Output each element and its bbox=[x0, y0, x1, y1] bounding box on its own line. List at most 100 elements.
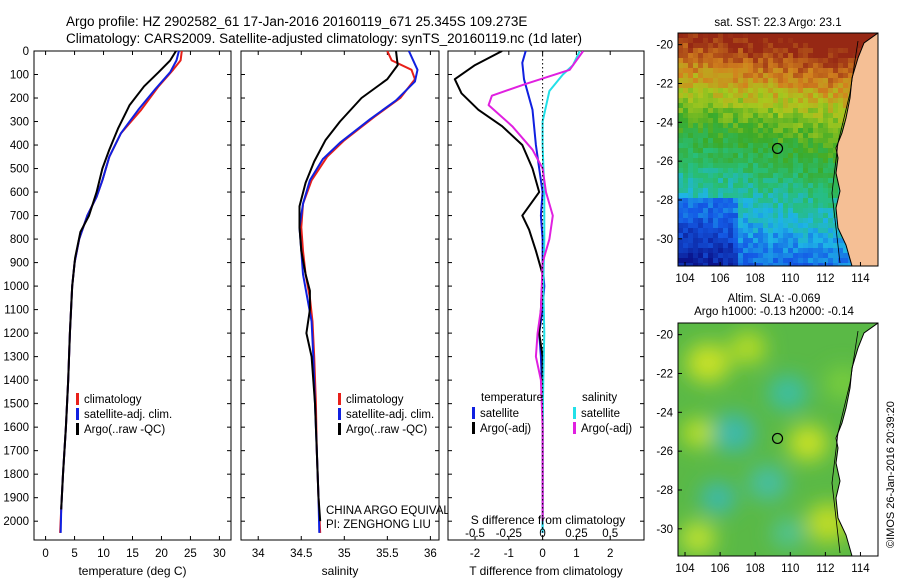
temperature-frame bbox=[33, 50, 232, 541]
map-x-tick-label: 112 bbox=[816, 563, 834, 575]
map-x-tick-label: 108 bbox=[746, 563, 765, 575]
legend-label: satellite-adj. clim. bbox=[346, 409, 434, 421]
s-tick-label: -0.25 bbox=[496, 528, 522, 540]
argo-position-marker bbox=[771, 142, 784, 155]
legend-label: climatology bbox=[346, 394, 404, 406]
map-x-tick-label: 114 bbox=[851, 563, 870, 575]
x-tick-label: 30 bbox=[213, 548, 226, 560]
map-x-tick-label: 106 bbox=[711, 273, 730, 285]
land bbox=[836, 33, 878, 266]
legend-label: Argo(-adj) bbox=[480, 423, 531, 435]
header-line-1: Argo profile: HZ 2902582_61 17-Jan-2016 … bbox=[66, 14, 527, 29]
map-y-tick-label: -24 bbox=[656, 407, 673, 419]
legend-label: satellite bbox=[480, 408, 519, 420]
sst-map-title: sat. SST: 22.3 Argo: 23.1 bbox=[714, 17, 841, 29]
y-tick-label: 200 bbox=[10, 93, 29, 105]
map-x-tick-label: 112 bbox=[816, 273, 834, 285]
y-tick-label: 1000 bbox=[3, 281, 29, 293]
y-tick-label: 400 bbox=[10, 140, 29, 152]
legend-swatch bbox=[472, 407, 475, 419]
isobath bbox=[831, 330, 859, 554]
land bbox=[836, 323, 878, 556]
s-tick-label: 0.5 bbox=[602, 528, 618, 540]
y-tick-label: 100 bbox=[10, 70, 29, 82]
y-tick-label: 1700 bbox=[3, 446, 29, 458]
map-y-tick-label: -30 bbox=[656, 234, 673, 246]
coastline bbox=[835, 323, 878, 556]
legend-swatch bbox=[76, 408, 79, 420]
x-tick-label: 35 bbox=[338, 548, 351, 560]
legend-label: satellite bbox=[581, 408, 620, 420]
salinity-frame bbox=[240, 50, 440, 541]
map-y-tick-label: -24 bbox=[656, 117, 673, 129]
x-tick-label: 10 bbox=[97, 548, 110, 560]
isobath bbox=[831, 40, 859, 264]
y-tick-label: 1200 bbox=[3, 328, 29, 340]
x-tick-label: 2 bbox=[607, 548, 613, 560]
x-tick-label: 25 bbox=[184, 548, 197, 560]
annotation-line-1: CHINA ARGO EQUIVALENT bbox=[326, 505, 473, 517]
s-tick-label: 0 bbox=[539, 528, 545, 540]
legend-label: satellite-adj. clim. bbox=[84, 409, 172, 421]
difference-xlabel: T difference from climatology bbox=[469, 564, 623, 578]
salinity-xlabel: salinity bbox=[322, 564, 359, 578]
x-tick-label: -1 bbox=[504, 548, 514, 560]
temperature-panel: 0100200300400500600700800900100011001200… bbox=[3, 46, 232, 578]
x-tick-label: 5 bbox=[71, 548, 77, 560]
map-y-tick-label: -26 bbox=[656, 446, 673, 458]
x-tick-label: 36 bbox=[424, 548, 437, 560]
map-x-tick-label: 106 bbox=[711, 563, 730, 575]
map-y-tick-label: -22 bbox=[656, 78, 673, 90]
y-tick-label: 2000 bbox=[3, 516, 29, 528]
sla-map bbox=[678, 323, 878, 556]
series-line-argo-raw-qc- bbox=[298, 51, 399, 522]
y-tick-label: 600 bbox=[10, 187, 29, 199]
y-tick-label: 1800 bbox=[3, 469, 29, 481]
s-tick-label: -0.5 bbox=[465, 528, 485, 540]
map-frame bbox=[677, 322, 879, 557]
sst-map bbox=[678, 33, 878, 266]
map-x-tick-label: 104 bbox=[675, 563, 695, 575]
series-line-s-argo-adj- bbox=[487, 51, 585, 522]
x-tick-label: 0 bbox=[42, 548, 48, 560]
x-tick-label: 34.5 bbox=[290, 548, 312, 560]
map-x-tick-label: 108 bbox=[746, 273, 765, 285]
series-line-argo-raw-qc- bbox=[60, 51, 177, 510]
map-x-tick-label: 104 bbox=[675, 273, 695, 285]
map-frame bbox=[677, 32, 879, 267]
y-tick-label: 1500 bbox=[3, 399, 29, 411]
legend-label: Argo(..raw -QC) bbox=[346, 424, 427, 436]
y-tick-label: 1900 bbox=[3, 493, 29, 505]
y-tick-label: 500 bbox=[10, 164, 29, 176]
difference-panel: -2 -1 0 1 2 T difference from climatology -0.5… bbox=[447, 50, 645, 578]
map-x-tick-label: 110 bbox=[781, 273, 799, 285]
legend-label: Argo(..raw -QC) bbox=[84, 424, 165, 436]
temperature-xlabel: temperature (deg C) bbox=[78, 564, 186, 578]
map-axes: 104 106 108 110 112 114 -20 -22 -24 -26 -28 -30 104 1… bbox=[656, 32, 879, 575]
annotation-line-2: PI: ZENGHONG LIU bbox=[326, 519, 431, 531]
y-tick-label: 300 bbox=[10, 117, 29, 129]
map-y-tick-label: -22 bbox=[656, 368, 673, 380]
legend-swatch bbox=[573, 407, 576, 419]
x-tick-label: 20 bbox=[155, 548, 168, 560]
x-tick-label: 15 bbox=[126, 548, 139, 560]
s-diff-label: S difference from climatology bbox=[471, 513, 626, 527]
map-y-tick-label: -26 bbox=[656, 156, 673, 168]
map-y-tick-label: -20 bbox=[656, 330, 673, 342]
difference-frame bbox=[447, 50, 645, 541]
legend-label: Argo(-adj) bbox=[581, 423, 632, 435]
sla-map-title-2: Argo h1000: -0.13 h2000: -0.14 bbox=[694, 306, 854, 318]
y-tick-label: 900 bbox=[10, 258, 29, 270]
map-y-tick-label: -28 bbox=[656, 485, 673, 497]
x-tick-label: 34 bbox=[252, 548, 265, 560]
sla-map-title-1: Altim. SLA: -0.069 bbox=[728, 293, 821, 305]
x-tick-label: 0 bbox=[539, 548, 545, 560]
argo-position-marker bbox=[771, 432, 784, 445]
x-tick-label: 35.5 bbox=[376, 548, 398, 560]
x-tick-label: 1 bbox=[573, 548, 579, 560]
y-tick-label: 1100 bbox=[4, 305, 29, 317]
map-y-tick-label: -28 bbox=[656, 195, 673, 207]
map-y-tick-label: -30 bbox=[656, 524, 673, 536]
legend-swatch bbox=[76, 393, 79, 405]
